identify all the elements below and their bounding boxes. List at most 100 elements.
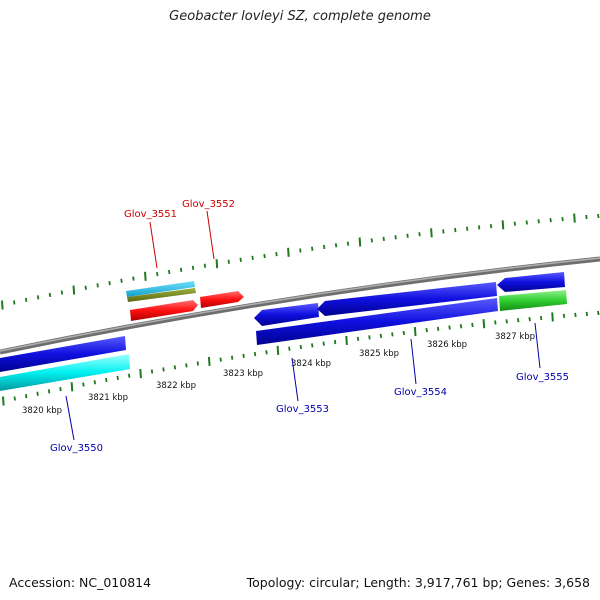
gene-feature-glov-3551-misc	[127, 288, 196, 302]
lower-tick-0	[2, 396, 5, 406]
upper-tick-5	[60, 290, 64, 295]
gene-label-glov-3551[interactable]: Glov_3551	[124, 209, 177, 220]
gene-label-glov-3555[interactable]: Glov_3555	[516, 372, 569, 383]
lower-tick-28	[322, 341, 325, 346]
lower-tick-20	[230, 355, 234, 360]
lower-tick-track	[2, 310, 600, 406]
lower-tick-8	[93, 380, 97, 385]
lower-tick-22	[253, 351, 257, 357]
upper-tick-12	[144, 271, 147, 281]
upper-tick-45	[537, 219, 540, 224]
upper-tick-38	[454, 227, 457, 233]
upper-tick-22	[263, 253, 266, 259]
gene-label-glov-3553[interactable]: Glov_3553	[276, 404, 329, 415]
lower-tick-10	[116, 375, 119, 380]
lower-tick-32	[368, 335, 371, 340]
gene-label-glov-3550[interactable]: Glov_3550	[50, 443, 103, 454]
upper-tick-21	[251, 255, 254, 261]
lower-tick-35	[402, 330, 405, 336]
tick-label-3821: 3821 kbp	[88, 393, 128, 403]
upper-tick-42	[501, 220, 505, 230]
gene-feature-glov-3550[interactable]	[0, 336, 126, 372]
upper-tick-20	[239, 257, 242, 262]
upper-tick-48	[573, 213, 576, 223]
upper-tick-39	[465, 226, 469, 231]
tick-label-3827: 3827 kbp	[495, 332, 535, 342]
upper-tick-11	[132, 276, 135, 281]
lower-tick-17	[196, 361, 200, 366]
upper-tick-14	[167, 269, 171, 275]
upper-tick-44	[525, 220, 528, 225]
upper-tick-46	[549, 218, 552, 223]
lower-tick-23	[265, 350, 268, 355]
lower-tick-36	[413, 326, 417, 337]
upper-tick-25	[299, 248, 302, 253]
lower-tick-24	[276, 345, 280, 356]
upper-tick-43	[513, 221, 517, 226]
gene-feature-glov-3553[interactable]	[254, 303, 319, 326]
lower-tick-11	[127, 373, 131, 378]
lower-tick-44	[505, 319, 508, 324]
lower-tick-7	[82, 382, 85, 387]
lower-tick-4	[47, 389, 51, 394]
upper-tick-8	[96, 283, 99, 288]
lower-tick-6	[70, 382, 74, 392]
gene-feature-glov-3552[interactable]	[200, 291, 244, 308]
upper-tick-track	[1, 213, 600, 310]
gene-feature-glov-3555[interactable]	[499, 290, 567, 311]
lower-tick-29	[333, 339, 337, 345]
upper-tick-27	[322, 244, 326, 250]
gene-label-glov-3552[interactable]: Glov_3552	[182, 199, 235, 210]
genome-stats-text: Topology: circular; Length: 3,917,761 bp…	[246, 575, 590, 590]
lower-tick-42	[482, 319, 486, 329]
upper-tick-19	[227, 259, 230, 264]
upper-tick-18	[215, 259, 219, 269]
upper-tick-10	[120, 278, 123, 283]
gene-feature-glov-3551[interactable]	[130, 300, 198, 321]
lower-tick-49	[562, 313, 566, 319]
lower-tick-51	[585, 311, 589, 317]
gene-label-glov-3554[interactable]: Glov_3554	[394, 387, 447, 398]
upper-tick-24	[287, 247, 290, 257]
lower-tick-50	[574, 312, 577, 318]
lower-tick-25	[288, 346, 291, 351]
lower-tick-19	[219, 357, 222, 362]
lower-tick-31	[356, 336, 360, 342]
upper-tick-7	[84, 285, 87, 290]
lower-tick-39	[448, 325, 451, 330]
tick-label-3825: 3825 kbp	[359, 349, 399, 359]
genome-backbone-highlight	[0, 257, 600, 352]
gene-feature-glov-3554-track2	[256, 298, 498, 345]
leader-glov-3551	[149, 221, 158, 269]
genome-backbone	[0, 256, 600, 355]
lower-tick-21	[242, 353, 245, 358]
leader-glov-3554	[410, 338, 417, 385]
upper-tick-36	[430, 228, 433, 238]
gene-feature-glov-3550-rna	[0, 354, 130, 391]
upper-tick-3	[36, 295, 40, 300]
gene-feature-glov-3554[interactable]	[317, 282, 497, 316]
upper-tick-35	[418, 232, 421, 237]
lower-tick-33	[379, 333, 383, 339]
upper-tick-4	[48, 292, 52, 298]
tick-label-3826: 3826 kbp	[427, 340, 467, 350]
upper-tick-47	[561, 216, 564, 222]
leader-glov-3550	[65, 395, 75, 441]
upper-tick-13	[156, 272, 159, 277]
lower-tick-30	[345, 335, 348, 346]
map-title: Geobacter lovleyi SZ, complete genome	[169, 9, 431, 24]
upper-tick-28	[334, 243, 338, 248]
upper-tick-41	[489, 223, 493, 229]
upper-tick-1	[13, 300, 16, 305]
upper-tick-16	[191, 265, 195, 270]
upper-tick-26	[311, 246, 314, 251]
upper-tick-6	[72, 285, 76, 295]
lower-tick-38	[436, 326, 440, 331]
tick-label-3824: 3824 kbp	[291, 359, 331, 369]
leader-glov-3552	[206, 210, 215, 260]
gene-feature-glov-3551-region	[126, 281, 195, 297]
upper-tick-17	[203, 263, 207, 268]
upper-tick-15	[179, 267, 183, 273]
lower-tick-46	[528, 316, 531, 322]
gene-feature-glov-3556[interactable]	[497, 272, 565, 292]
